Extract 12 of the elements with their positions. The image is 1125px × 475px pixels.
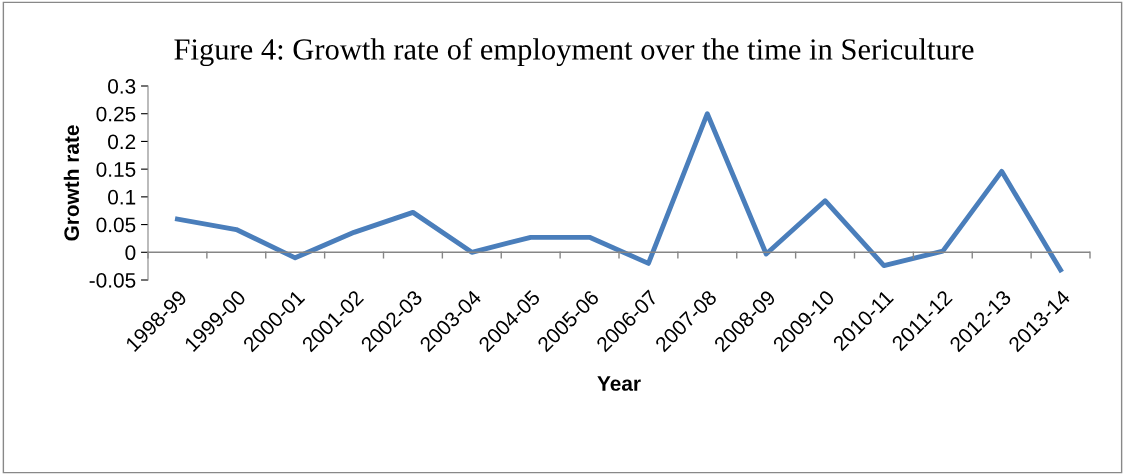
y-tick-label: 0.25 (96, 106, 136, 122)
x-axis-title: Year (597, 376, 641, 391)
y-tick-label: 0.2 (108, 134, 136, 150)
chart-title: Figure 4: Growth rate of employment over the time in Sericulture (174, 37, 974, 67)
y-tick-label: 0.1 (108, 189, 136, 205)
line-series (175, 111, 1063, 273)
y-tick-label: 0 (125, 245, 136, 261)
y-tick-label: 0.3 (108, 79, 136, 94)
y-axis-title: Growth rate (63, 125, 80, 241)
y-tick-label: -0.05 (89, 273, 136, 288)
y-tick-label: 0.15 (96, 162, 136, 177)
y-tick-label: 0.05 (96, 217, 136, 233)
